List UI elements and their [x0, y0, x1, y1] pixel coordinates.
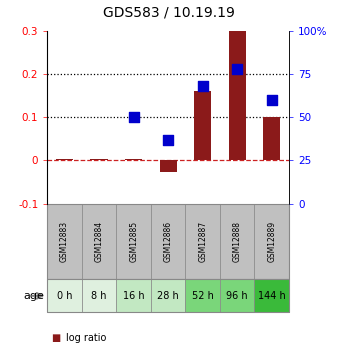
Bar: [194, 91, 211, 160]
Bar: [82, 279, 116, 312]
Bar: [228, 31, 246, 160]
Point: [269, 97, 274, 103]
Text: GSM12888: GSM12888: [233, 221, 242, 262]
Text: GSM12884: GSM12884: [95, 221, 104, 262]
Bar: [263, 117, 280, 160]
Text: 144 h: 144 h: [258, 291, 286, 301]
Text: 8 h: 8 h: [91, 291, 107, 301]
Bar: [186, 279, 220, 312]
Text: age: age: [23, 291, 44, 301]
Text: GSM12886: GSM12886: [164, 221, 173, 262]
Bar: [116, 204, 151, 279]
Text: 96 h: 96 h: [226, 291, 248, 301]
Bar: [91, 159, 108, 160]
Text: GSM12885: GSM12885: [129, 221, 138, 262]
Bar: [151, 204, 186, 279]
Bar: [220, 204, 255, 279]
Text: GDS583 / 10.19.19: GDS583 / 10.19.19: [103, 5, 235, 19]
Bar: [56, 159, 73, 160]
Bar: [116, 279, 151, 312]
Text: ■: ■: [51, 333, 60, 343]
Point: [166, 137, 171, 142]
Text: 28 h: 28 h: [157, 291, 179, 301]
Bar: [255, 279, 289, 312]
Text: 0 h: 0 h: [57, 291, 72, 301]
Bar: [82, 204, 116, 279]
Text: GSM12883: GSM12883: [60, 221, 69, 262]
Bar: [47, 279, 82, 312]
Text: 16 h: 16 h: [123, 291, 144, 301]
Bar: [255, 204, 289, 279]
Bar: [186, 204, 220, 279]
Bar: [151, 279, 186, 312]
Point: [235, 66, 240, 72]
Point: [200, 83, 206, 89]
Text: 52 h: 52 h: [192, 291, 214, 301]
Bar: [220, 279, 255, 312]
Point: [131, 115, 136, 120]
Bar: [47, 204, 82, 279]
Text: GSM12889: GSM12889: [267, 221, 276, 262]
Bar: [160, 160, 177, 172]
Bar: [125, 159, 142, 160]
Text: GSM12887: GSM12887: [198, 221, 207, 262]
Text: log ratio: log ratio: [66, 333, 106, 343]
